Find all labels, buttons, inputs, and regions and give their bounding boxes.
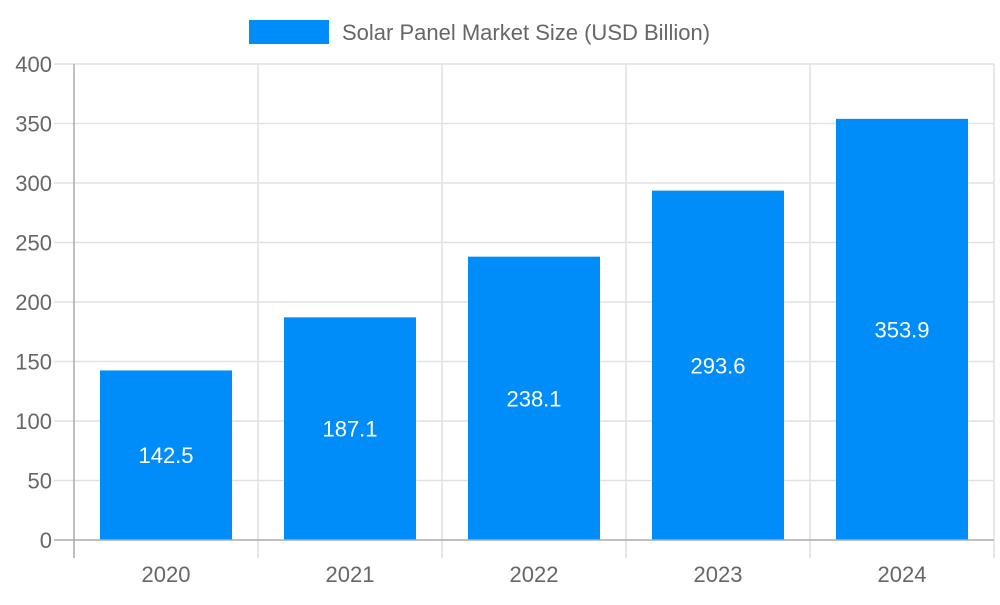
data-label: 353.9 — [874, 317, 929, 342]
y-tick-label: 400 — [15, 52, 52, 77]
y-tick-label: 50 — [28, 469, 52, 494]
legend[interactable]: Solar Panel Market Size (USD Billion) — [249, 20, 710, 45]
x-tick-label: 2021 — [326, 562, 375, 587]
data-label: 187.1 — [322, 417, 377, 442]
y-tick-label: 250 — [15, 231, 52, 256]
bar-2022 — [468, 256, 600, 540]
bars: 142.5 187.1 238.1 293.6 353.9 — [100, 118, 968, 540]
bar-2020 — [100, 370, 232, 540]
bar-2024 — [836, 118, 968, 540]
x-tick-label: 2020 — [142, 562, 191, 587]
data-label: 142.5 — [138, 443, 193, 468]
axes: 0 50 100 150 200 250 300 350 400 2020 2021 2022 2023… — [15, 52, 994, 587]
bar-2023 — [652, 190, 784, 540]
y-tick-label: 200 — [15, 290, 52, 315]
data-label: 293.6 — [690, 353, 745, 378]
legend-label: Solar Panel Market Size (USD Billion) — [342, 20, 710, 45]
x-tick-label: 2023 — [694, 562, 743, 587]
x-tick-label: 2024 — [878, 562, 927, 587]
y-tick-label: 350 — [15, 112, 52, 137]
x-tick-label: 2022 — [510, 562, 559, 587]
y-tick-label: 300 — [15, 171, 52, 196]
y-tick-label: 100 — [15, 409, 52, 434]
y-tick-label: 0 — [40, 528, 52, 553]
legend-swatch — [249, 20, 329, 44]
data-label: 238.1 — [506, 386, 561, 411]
y-tick-label: 150 — [15, 350, 52, 375]
bar-2021 — [284, 317, 416, 540]
